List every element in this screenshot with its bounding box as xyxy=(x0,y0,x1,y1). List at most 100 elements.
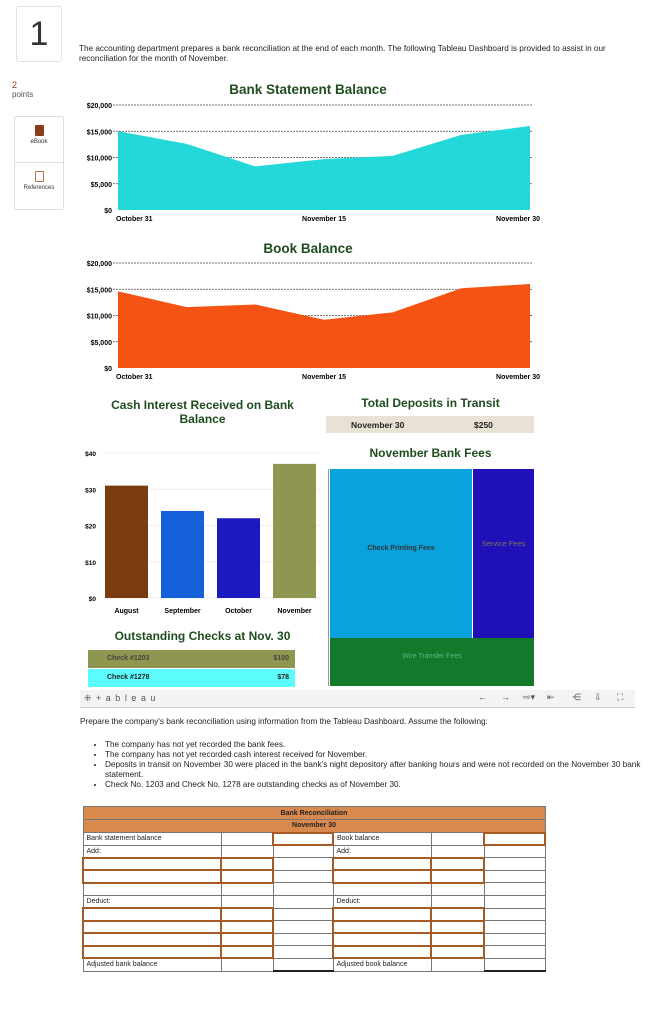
rec-cell xyxy=(272,957,334,972)
rec-cell xyxy=(430,882,485,896)
rec-description-input[interactable] xyxy=(332,869,432,884)
rec-row xyxy=(82,882,546,896)
rec-description-input[interactable] xyxy=(82,869,222,884)
fees-treemap: Check Printing Fees Service Fees Wire Tr… xyxy=(328,469,534,686)
rec-cell xyxy=(483,907,546,922)
y-tick-label: $10 xyxy=(85,560,96,567)
book-balance-chart: $20,000 $15,000 $10,000 $5,000 $0 October 31 N… xyxy=(87,261,540,381)
rec-label: Adjusted bank balance xyxy=(82,957,222,972)
x-tick-label: November 15 xyxy=(302,374,346,381)
rec-amount-input[interactable] xyxy=(430,919,485,935)
rec-cell xyxy=(483,844,546,859)
rec-description-input[interactable] xyxy=(82,856,222,872)
y-tick-label: $5,000 xyxy=(91,182,113,189)
rec-cell xyxy=(483,869,546,884)
area-series xyxy=(118,284,530,368)
copy-icon xyxy=(34,171,44,182)
points-value: 2 xyxy=(12,80,18,90)
assumption: The company has not yet recorded the ban… xyxy=(105,740,645,750)
points: 2 points xyxy=(12,80,33,100)
rec-cell xyxy=(220,894,274,909)
rec-cell xyxy=(430,832,485,846)
rec-description-input[interactable] xyxy=(332,932,432,947)
check-amount: $78 xyxy=(277,674,289,681)
rec-label: Add: xyxy=(332,844,432,859)
rec-description-input[interactable] xyxy=(332,944,432,960)
rec-title: Bank Reconciliation xyxy=(82,806,546,820)
y-tick-label: $15,000 xyxy=(87,287,112,294)
share-icon[interactable]: ⋲ xyxy=(572,692,581,702)
tableau-brand: + a b l e a u xyxy=(96,693,157,703)
rec-description-input[interactable] xyxy=(82,919,222,935)
rec-description-input[interactable] xyxy=(332,907,432,922)
rec-cell xyxy=(272,932,334,947)
rec-cell xyxy=(272,920,334,934)
rec-cell xyxy=(220,832,274,846)
rec-description-input[interactable] xyxy=(332,919,432,935)
rec-amount-input[interactable] xyxy=(430,856,485,872)
rec-amount-input[interactable] xyxy=(220,869,274,884)
tableau-toolbar: ⁜ + a b l e a u ← → ⇨▾ ⇤ ⋲ ⇩ ⛶ xyxy=(80,690,635,708)
references-button[interactable]: References xyxy=(15,163,63,209)
rec-cell xyxy=(483,932,546,947)
instructions-lead: Prepare the company's bank reconciliatio… xyxy=(80,717,488,726)
rec-row xyxy=(82,869,546,884)
rec-amount-input[interactable] xyxy=(220,919,274,935)
rec-cell xyxy=(483,857,546,871)
rec-amount-input[interactable] xyxy=(430,944,485,960)
x-tick-label: November xyxy=(277,608,312,615)
y-tick-label: $0 xyxy=(89,596,97,603)
rec-amount-input[interactable] xyxy=(220,907,274,922)
ebook-button[interactable]: eBook xyxy=(15,117,63,163)
y-tick-label: $10,000 xyxy=(87,156,112,163)
rec-cell xyxy=(272,844,334,859)
bar-august xyxy=(105,485,148,598)
rec-amount-input[interactable] xyxy=(220,932,274,947)
rec-row: Add: Add: xyxy=(82,844,546,859)
rec-description-input[interactable] xyxy=(82,907,222,922)
rec-description-input[interactable] xyxy=(332,856,432,872)
book-icon xyxy=(34,125,44,136)
x-tick-label: October 31 xyxy=(116,374,153,381)
rec-row xyxy=(82,907,546,922)
rec-label: Book balance xyxy=(332,832,432,846)
rec-row: Deduct: Deduct: xyxy=(82,894,546,909)
rec-amount-input[interactable] xyxy=(430,907,485,922)
rec-amount-input[interactable] xyxy=(430,932,485,947)
rec-cell xyxy=(332,882,432,896)
rec-description-input[interactable] xyxy=(82,944,222,960)
revert-icon[interactable]: ⇨▾ xyxy=(523,692,536,702)
bar-september xyxy=(161,511,204,598)
download-icon[interactable]: ⇩ xyxy=(594,692,602,702)
y-tick-label: $40 xyxy=(85,451,96,458)
rec-amount-input[interactable] xyxy=(483,831,546,847)
rec-amount-input[interactable] xyxy=(220,944,274,960)
rec-description-input[interactable] xyxy=(82,932,222,947)
y-tick-label: $20,000 xyxy=(87,261,112,268)
redo-icon[interactable]: → xyxy=(501,692,510,702)
y-tick-label: $10,000 xyxy=(87,314,112,321)
rec-amount-input[interactable] xyxy=(272,831,334,847)
check-row: Check #1203 $100 xyxy=(88,650,295,668)
undo-icon[interactable]: ← xyxy=(478,692,487,702)
treemap-check-printing[interactable]: Check Printing Fees xyxy=(330,469,472,638)
treemap-service[interactable]: Service Fees xyxy=(473,469,534,638)
rec-amount-input[interactable] xyxy=(220,856,274,872)
treemap-wire-transfer[interactable]: Wire Transfer Fees xyxy=(330,638,534,686)
bank-statement-chart: $20,000 $15,000 $10,000 $5,000 $0 October 31 N… xyxy=(87,103,540,223)
reset-icon[interactable]: ⇤ xyxy=(547,692,555,702)
rec-label: Adjusted book balance xyxy=(332,957,432,972)
check-amount: $100 xyxy=(273,655,289,662)
deposits-row: November 30 $250 xyxy=(326,416,534,433)
intro-text: The accounting department prepares a ban… xyxy=(79,44,606,63)
fullscreen-icon[interactable]: ⛶ xyxy=(617,692,624,702)
bank-reconciliation-table: Bank Reconciliation November 30 Bank sta… xyxy=(82,806,546,972)
rec-cell xyxy=(483,894,546,909)
bar-november xyxy=(273,463,316,598)
rec-amount-input[interactable] xyxy=(430,869,485,884)
y-tick-label: $0 xyxy=(104,208,112,215)
rec-cell xyxy=(220,844,274,859)
rec-cell xyxy=(430,844,485,859)
area-series xyxy=(118,126,530,210)
assumption: Deposits in transit on November 30 were … xyxy=(105,760,645,780)
